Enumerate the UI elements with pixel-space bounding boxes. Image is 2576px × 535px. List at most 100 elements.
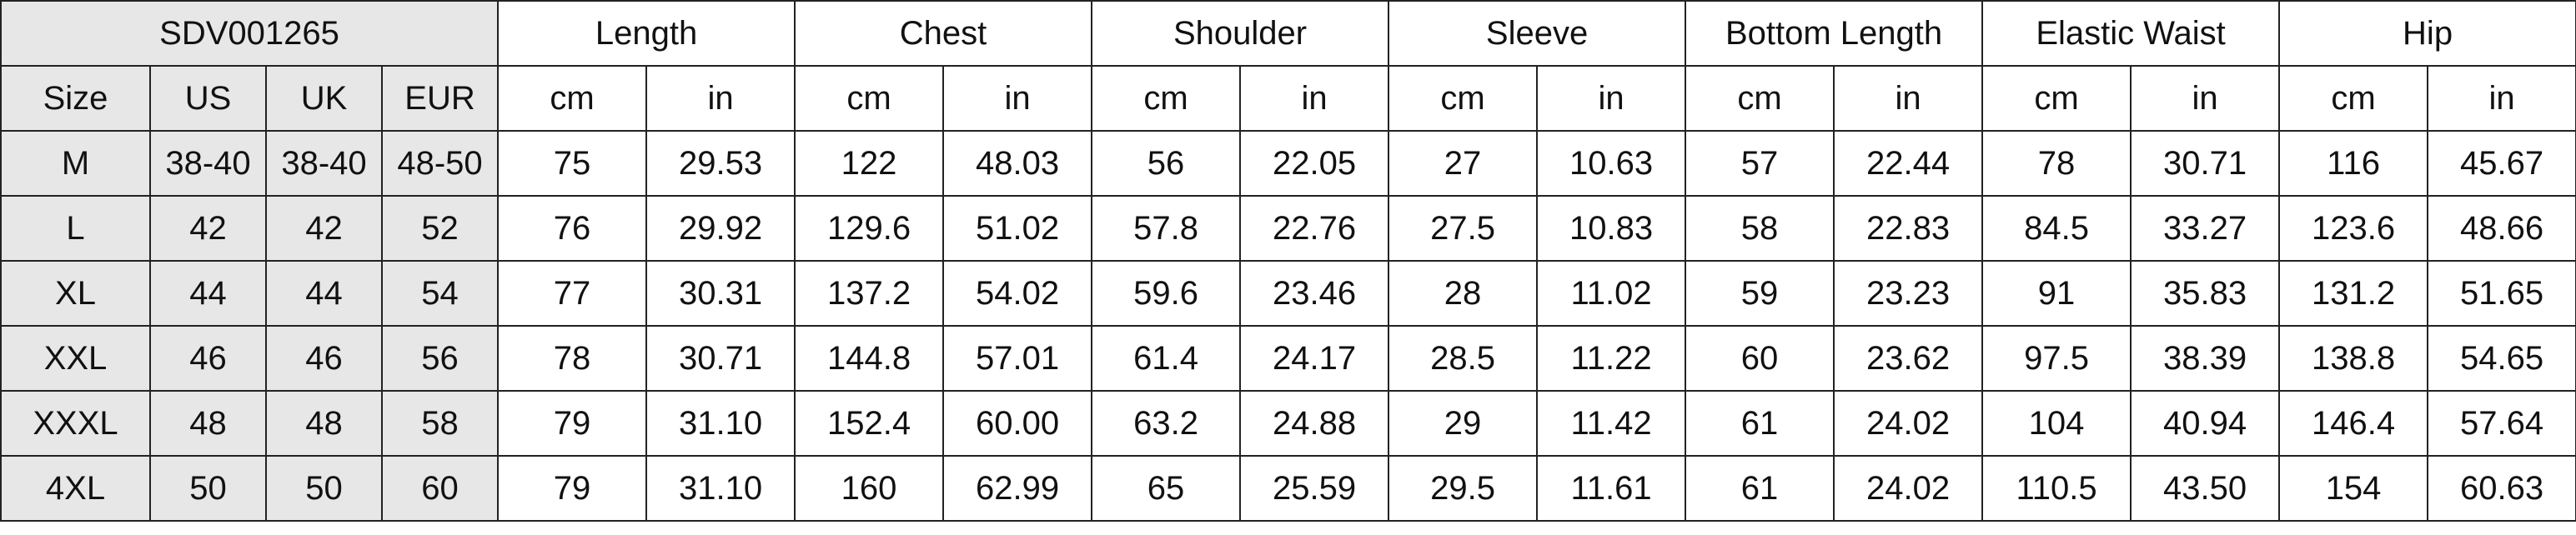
- unit-header-in: in: [1239, 65, 1390, 132]
- size-size-cell: XXXL: [0, 390, 151, 457]
- measurement-value-cell: 116: [2278, 130, 2429, 197]
- measurement-value-cell: 60.63: [2427, 455, 2576, 522]
- measurement-value-cell: 129.6: [794, 195, 945, 262]
- measurement-value-cell: 10.83: [1536, 195, 1687, 262]
- unit-header-in: in: [2130, 65, 2281, 132]
- measurement-value-cell: 57.01: [942, 325, 1093, 392]
- measurement-value-cell: 25.59: [1239, 455, 1390, 522]
- measurement-value-cell: 29: [1388, 390, 1539, 457]
- measurement-header: Hip: [2278, 0, 2576, 67]
- measurement-value-cell: 11.22: [1536, 325, 1687, 392]
- measurement-value-cell: 29.5: [1388, 455, 1539, 522]
- table-row: M 38-40 38-40 48-50 75 29.53 122 48.03 56 22.05 27…: [0, 130, 2576, 197]
- measurement-header: Elastic Waist: [1981, 0, 2281, 67]
- unit-header-in: in: [942, 65, 1093, 132]
- table-row: L 42 42 52 76 29.92 129.6 51.02 57.8 22.76 27.5 10.…: [0, 195, 2576, 262]
- measurement-value-cell: 28.5: [1388, 325, 1539, 392]
- measurement-value-cell: 146.4: [2278, 390, 2429, 457]
- measurement-value-cell: 78: [1981, 130, 2132, 197]
- measurement-value-cell: 28: [1388, 260, 1539, 327]
- size-us-cell: 42: [149, 195, 267, 262]
- size-chart-table: SDV001265 Length Chest Shoulder Sleeve Botto…: [0, 0, 2576, 522]
- measurement-value-cell: 40.94: [2130, 390, 2281, 457]
- measurement-value-cell: 23.62: [1833, 325, 1984, 392]
- size-us-cell: 38-40: [149, 130, 267, 197]
- measurement-value-cell: 62.99: [942, 455, 1093, 522]
- measurement-value-cell: 35.83: [2130, 260, 2281, 327]
- measurement-value-cell: 57.8: [1091, 195, 1242, 262]
- measurement-value-cell: 65: [1091, 455, 1242, 522]
- size-uk-cell: 48: [265, 390, 383, 457]
- unit-header-in: in: [645, 65, 796, 132]
- measurement-value-cell: 138.8: [2278, 325, 2429, 392]
- measurement-value-cell: 76: [497, 195, 648, 262]
- measurement-header: Shoulder: [1091, 0, 1390, 67]
- measurement-value-cell: 54.02: [942, 260, 1093, 327]
- measurement-header: Bottom Length: [1685, 0, 1984, 67]
- header-row-units: Size US UK EUR cm in cm in cm in cm in cm in cm in cm in: [0, 65, 2576, 132]
- measurement-value-cell: 29.92: [645, 195, 796, 262]
- unit-header-cm: cm: [497, 65, 648, 132]
- size-size-cell: XL: [0, 260, 151, 327]
- size-eur-cell: 54: [380, 260, 500, 327]
- measurement-value-cell: 59.6: [1091, 260, 1242, 327]
- measurement-value-cell: 27: [1388, 130, 1539, 197]
- measurement-value-cell: 24.02: [1833, 390, 1984, 457]
- unit-header-cm: cm: [2278, 65, 2429, 132]
- measurement-value-cell: 60.00: [942, 390, 1093, 457]
- size-system-header: US: [149, 65, 267, 132]
- size-uk-cell: 44: [265, 260, 383, 327]
- measurement-value-cell: 23.23: [1833, 260, 1984, 327]
- measurement-value-cell: 61: [1685, 390, 1835, 457]
- measurement-header: Sleeve: [1388, 0, 1687, 67]
- measurement-value-cell: 11.02: [1536, 260, 1687, 327]
- measurement-value-cell: 43.50: [2130, 455, 2281, 522]
- measurement-value-cell: 137.2: [794, 260, 945, 327]
- measurement-header: Length: [497, 0, 796, 67]
- measurement-value-cell: 57.64: [2427, 390, 2576, 457]
- measurement-value-cell: 75: [497, 130, 648, 197]
- size-system-header: EUR: [380, 65, 500, 132]
- measurement-value-cell: 77: [497, 260, 648, 327]
- measurement-header: Chest: [794, 0, 1093, 67]
- measurement-value-cell: 11.61: [1536, 455, 1687, 522]
- size-uk-cell: 50: [265, 455, 383, 522]
- size-us-cell: 50: [149, 455, 267, 522]
- measurement-value-cell: 22.83: [1833, 195, 1984, 262]
- measurement-value-cell: 45.67: [2427, 130, 2576, 197]
- measurement-value-cell: 91: [1981, 260, 2132, 327]
- size-size-cell: XXL: [0, 325, 151, 392]
- size-us-cell: 44: [149, 260, 267, 327]
- measurement-value-cell: 110.5: [1981, 455, 2132, 522]
- measurement-value-cell: 61.4: [1091, 325, 1242, 392]
- header-row-measurements: SDV001265 Length Chest Shoulder Sleeve Botto…: [0, 0, 2576, 67]
- size-eur-cell: 48-50: [380, 130, 500, 197]
- measurement-value-cell: 48.03: [942, 130, 1093, 197]
- measurement-value-cell: 78: [497, 325, 648, 392]
- unit-header-in: in: [1833, 65, 1984, 132]
- measurement-value-cell: 24.02: [1833, 455, 1984, 522]
- size-us-cell: 46: [149, 325, 267, 392]
- measurement-value-cell: 63.2: [1091, 390, 1242, 457]
- measurement-value-cell: 30.71: [645, 325, 796, 392]
- measurement-value-cell: 23.46: [1239, 260, 1390, 327]
- measurement-value-cell: 27.5: [1388, 195, 1539, 262]
- measurement-value-cell: 123.6: [2278, 195, 2429, 262]
- unit-header-cm: cm: [1388, 65, 1539, 132]
- measurement-value-cell: 29.53: [645, 130, 796, 197]
- size-system-header: Size: [0, 65, 151, 132]
- measurement-value-cell: 58: [1685, 195, 1835, 262]
- measurement-value-cell: 33.27: [2130, 195, 2281, 262]
- style-code: SDV001265: [0, 0, 500, 67]
- measurement-value-cell: 56: [1091, 130, 1242, 197]
- measurement-value-cell: 22.76: [1239, 195, 1390, 262]
- measurement-value-cell: 31.10: [645, 455, 796, 522]
- size-system-header: UK: [265, 65, 383, 132]
- measurement-value-cell: 79: [497, 455, 648, 522]
- size-uk-cell: 46: [265, 325, 383, 392]
- measurement-value-cell: 61: [1685, 455, 1835, 522]
- unit-header-cm: cm: [1981, 65, 2132, 132]
- measurement-value-cell: 30.71: [2130, 130, 2281, 197]
- measurement-value-cell: 24.17: [1239, 325, 1390, 392]
- measurement-value-cell: 104: [1981, 390, 2132, 457]
